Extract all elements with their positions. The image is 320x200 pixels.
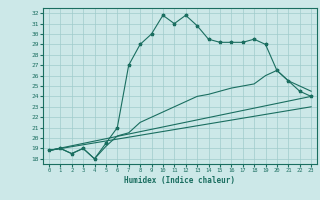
X-axis label: Humidex (Indice chaleur): Humidex (Indice chaleur) <box>124 176 236 185</box>
